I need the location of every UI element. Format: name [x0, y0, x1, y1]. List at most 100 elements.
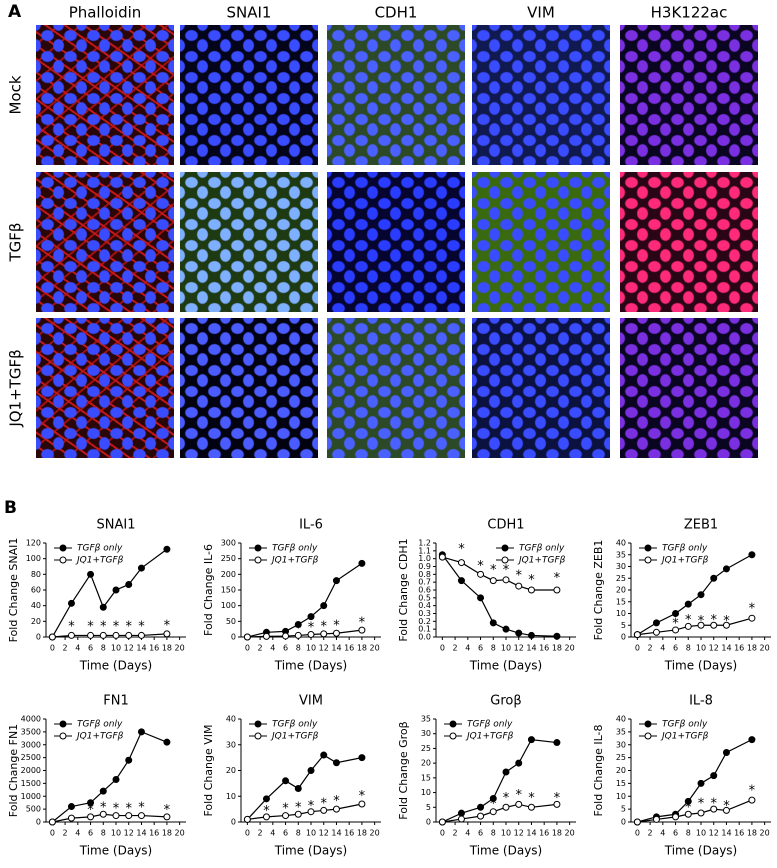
significance-mark: *: [503, 563, 510, 578]
y-tick-label: 40: [616, 539, 626, 548]
y-axis-label: Fold Change Groβ: [397, 721, 410, 819]
data-point: [672, 610, 680, 617]
significance-mark: *: [138, 800, 145, 815]
legend-label: JQ1+TGFβ: [660, 556, 709, 566]
data-point: [684, 810, 692, 818]
y-tick-label: 0.4: [418, 601, 431, 610]
y-tick-label: 15: [421, 773, 431, 782]
data-point: [722, 806, 730, 814]
data-point: [527, 586, 535, 594]
data-point: [710, 574, 718, 582]
significance-mark: *: [490, 797, 497, 812]
x-tick-label: 12: [124, 829, 134, 838]
data-point: [87, 799, 95, 807]
data-point: [710, 805, 718, 813]
data-point: [684, 600, 692, 608]
data-point: [457, 815, 465, 823]
y-axis-label: Fold Change IL-6: [202, 544, 215, 636]
data-point: [515, 759, 523, 767]
data-point: [553, 739, 561, 747]
micrograph: [620, 172, 758, 312]
x-tick-label: 6: [88, 829, 93, 838]
x-tick-label: 8: [491, 644, 496, 653]
significance-mark: *: [359, 789, 366, 804]
data-point: [282, 777, 290, 785]
chart-title: IL-8: [689, 694, 713, 709]
data-point: [307, 808, 315, 816]
data-point: [652, 815, 660, 823]
y-tick-label: 1500: [21, 779, 41, 788]
x-tick-label: 16: [149, 829, 159, 838]
significance-mark: *: [113, 619, 120, 634]
x-tick-label: 14: [136, 644, 146, 653]
significance-mark: *: [308, 799, 315, 814]
y-tick-label: 1000: [21, 792, 41, 801]
data-point: [358, 626, 366, 634]
data-point: [697, 809, 705, 817]
x-tick-label: 10: [111, 644, 121, 653]
data-point: [282, 632, 290, 640]
x-tick-label: 14: [136, 829, 146, 838]
data-point: [332, 759, 340, 767]
data-point: [710, 772, 718, 780]
significance-mark: *: [282, 802, 289, 817]
data-point: [358, 559, 366, 567]
y-tick-label: 25: [616, 574, 626, 583]
y-tick-label: 1.1: [418, 546, 431, 555]
y-tick-label: 0.5: [418, 593, 431, 602]
data-point: [332, 805, 340, 813]
x-tick-label: 2: [453, 644, 458, 653]
x-axis-label: Time (Days): [274, 659, 348, 673]
y-tick-label: 100: [26, 554, 41, 563]
significance-mark: *: [515, 568, 522, 583]
y-tick-label: 10: [616, 609, 626, 618]
x-tick-label: 0: [440, 829, 445, 838]
legend-marker: [254, 556, 262, 564]
data-point: [125, 631, 133, 639]
data-point: [527, 803, 535, 811]
y-tick-label: 35: [616, 727, 626, 736]
x-tick-label: 6: [88, 644, 93, 653]
data-point: [320, 630, 328, 638]
legend-marker: [59, 720, 67, 728]
x-tick-label: 12: [514, 644, 524, 653]
data-point: [320, 806, 328, 814]
x-tick-label: 18: [747, 644, 757, 653]
data-point: [502, 576, 510, 584]
data-point: [137, 564, 145, 572]
data-point: [457, 577, 465, 585]
x-tick-label: 18: [162, 644, 172, 653]
y-tick-label: 250: [221, 554, 236, 563]
series-line: [247, 562, 363, 638]
x-tick-label: 12: [319, 644, 329, 653]
y-tick-label: 0: [36, 633, 41, 642]
data-point: [502, 625, 510, 633]
data-point: [163, 545, 171, 553]
y-tick-label: 0.9: [418, 562, 431, 571]
data-point: [67, 803, 75, 811]
data-point: [87, 813, 95, 821]
significance-mark: *: [554, 571, 561, 586]
x-tick-label: 14: [526, 829, 536, 838]
x-tick-label: 18: [747, 829, 757, 838]
data-point: [48, 633, 56, 641]
legend-label: JQ1+TGFβ: [75, 556, 124, 566]
data-point: [99, 787, 107, 795]
data-point: [527, 631, 535, 639]
data-point: [137, 812, 145, 820]
data-point: [112, 586, 120, 594]
data-point: [527, 736, 535, 744]
x-tick-label: 8: [686, 829, 691, 838]
significance-mark: *: [749, 601, 756, 616]
significance-mark: *: [333, 619, 340, 634]
x-tick-label: 10: [501, 644, 511, 653]
x-tick-label: 6: [673, 644, 678, 653]
x-axis-label: Time (Days): [469, 844, 543, 858]
data-point: [358, 800, 366, 808]
data-point: [48, 818, 56, 826]
x-tick-label: 20: [370, 644, 380, 653]
x-tick-label: 8: [686, 644, 691, 653]
y-tick-label: 2000: [21, 766, 41, 775]
data-point: [748, 736, 756, 744]
y-tick-label: 0: [621, 633, 626, 642]
